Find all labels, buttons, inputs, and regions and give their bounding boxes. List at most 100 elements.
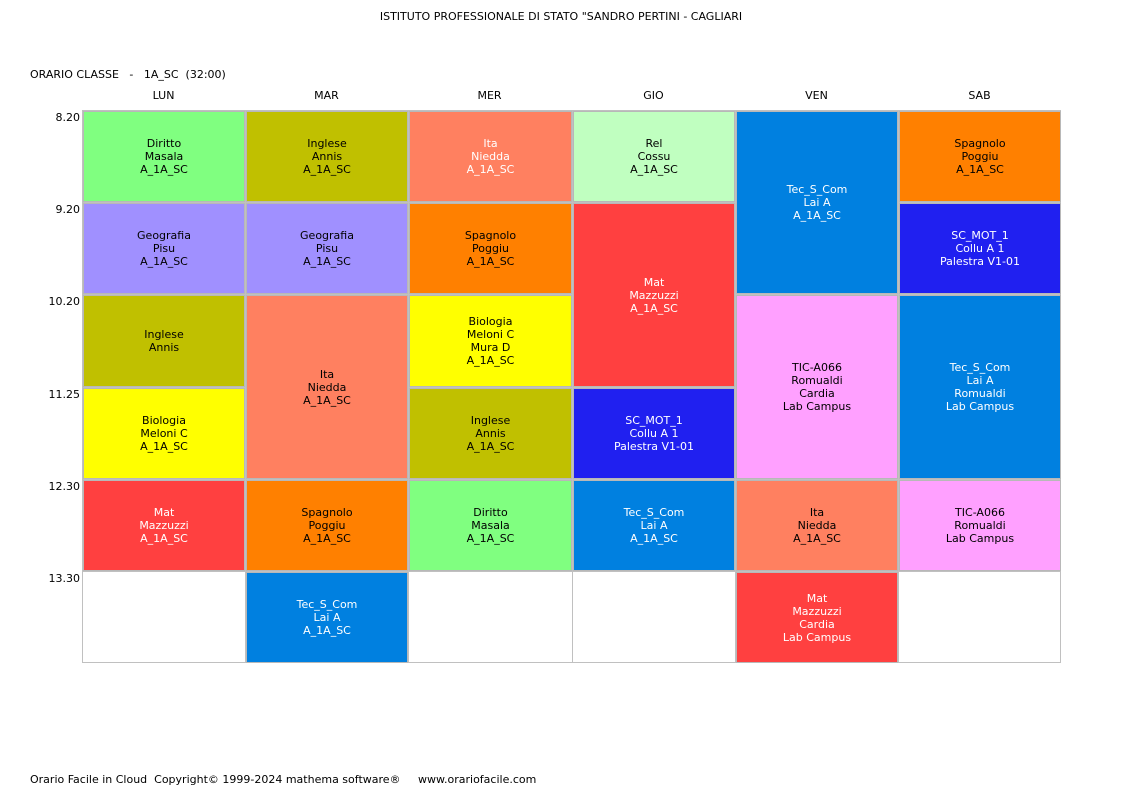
lesson-subject: Spagnolo [301, 506, 353, 519]
lesson-detail: Lab Campus [945, 400, 1015, 413]
lesson-subject: Ita [809, 506, 825, 519]
day-header-sab: SAB [968, 89, 991, 102]
lesson-detail: A_1A_SC [140, 532, 188, 545]
grid-row-divider [82, 571, 1061, 572]
lesson-detail: Meloni C [466, 328, 515, 341]
lesson-detail: Romualdi [791, 374, 843, 387]
lesson-cell[interactable]: SC_MOT_1 Collu A 1 Palestra V1-01 [573, 388, 735, 479]
lesson-cell[interactable]: Mat Mazzuzzi Cardia Lab Campus [736, 572, 898, 663]
lesson-subject: Mat [643, 275, 665, 289]
lesson-subject: Geografia [300, 229, 354, 242]
lesson-cell[interactable]: Ita Niedda A_1A_SC [246, 295, 408, 479]
lesson-cell[interactable]: Spagnolo Poggiu A_1A_SC [409, 203, 572, 294]
lesson-subject: Diritto [473, 506, 508, 519]
lesson-cell[interactable]: Inglese Annis A_1A_SC [409, 388, 572, 479]
lesson-detail: Pisu [152, 242, 176, 255]
lesson-subject: Diritto [146, 137, 182, 150]
lesson-detail: Niedda [307, 380, 347, 394]
lesson-cell[interactable]: SC_MOT_1 Collu A 1 Palestra V1-01 [899, 203, 1061, 294]
lesson-detail: A_1A_SC [466, 255, 515, 268]
lesson-cell[interactable]: Ita Niedda A_1A_SC [736, 480, 898, 571]
day-header-mar: MAR [314, 89, 339, 102]
grid-row-divider [82, 479, 1061, 480]
lesson-cell[interactable]: Ita Niedda A_1A_SC [409, 111, 572, 202]
lesson-detail: Lai A [313, 611, 341, 624]
grid-column-divider [735, 110, 736, 663]
lesson-subject: Tec_S_Com [949, 361, 1011, 374]
grid-column-divider [245, 110, 246, 663]
lesson-detail: Lai A [966, 374, 994, 387]
lesson-detail: A_1A_SC [303, 393, 351, 407]
lesson-subject: Spagnolo [464, 229, 517, 242]
lesson-subject: TIC-A066 [955, 506, 1005, 519]
lesson-subject: Inglese [470, 414, 511, 427]
lesson-subject: Mat [153, 506, 175, 519]
lesson-cell[interactable]: Diritto Masala A_1A_SC [409, 480, 572, 571]
lesson-detail: Lai A [640, 519, 668, 532]
lesson-detail: Annis [311, 150, 343, 163]
lesson-cell[interactable]: Biologia Meloni C A_1A_SC [83, 388, 245, 479]
lesson-cell[interactable]: Rel Cossu A_1A_SC [573, 111, 735, 202]
lesson-cell[interactable]: Tec_S_Com Lai A A_1A_SC [736, 111, 898, 294]
lesson-cell[interactable]: Tec_S_Com Lai A Romualdi Lab Campus [899, 295, 1061, 479]
lesson-cell[interactable]: Inglese Annis [83, 295, 245, 387]
time-label: 9.20 [55, 203, 81, 216]
lesson-detail: Meloni C [140, 427, 188, 440]
lesson-cell[interactable]: Tec_S_Com Lai A A_1A_SC [573, 480, 735, 571]
lesson-detail: A_1A_SC [303, 532, 351, 545]
time-label: 10.20 [48, 295, 81, 308]
lesson-detail: Lai A [803, 196, 831, 209]
lesson-detail: Mazzuzzi [792, 604, 842, 618]
lesson-detail: Masala [144, 150, 184, 163]
lesson-detail: Niedda [471, 150, 510, 163]
lesson-detail: Poggiu [472, 242, 509, 255]
lesson-detail: A_1A_SC [140, 163, 188, 176]
lesson-subject: Geografia [137, 229, 191, 242]
grid-column-divider [408, 110, 409, 663]
time-label: 11.25 [48, 388, 81, 401]
day-header-gio: GIO [643, 89, 664, 102]
grid-row-divider [82, 294, 1061, 295]
lesson-detail: A_1A_SC [140, 440, 188, 453]
lesson-detail: A_1A_SC [140, 255, 188, 268]
lesson-detail: Romualdi [954, 387, 1006, 400]
lesson-cell[interactable]: Diritto Masala A_1A_SC [83, 111, 245, 202]
lesson-subject: Spagnolo [954, 137, 1006, 150]
lesson-cell[interactable]: Mat Mazzuzzi A_1A_SC [83, 480, 245, 571]
lesson-subject: Ita [483, 137, 498, 150]
class-title: ORARIO CLASSE - 1A_SC (32:00) [30, 68, 226, 81]
lesson-cell[interactable]: Spagnolo Poggiu A_1A_SC [246, 480, 408, 571]
grid-row-divider [82, 202, 1061, 203]
day-header-lun: LUN [152, 89, 175, 102]
lesson-detail: A_1A_SC [303, 624, 351, 637]
lesson-detail: A_1A_SC [956, 163, 1004, 176]
lesson-detail: A_1A_SC [466, 532, 515, 545]
lesson-cell[interactable]: Geografia Pisu A_1A_SC [83, 203, 245, 294]
lesson-detail: A_1A_SC [630, 532, 678, 545]
lesson-detail: A_1A_SC [793, 209, 841, 222]
lesson-detail: A_1A_SC [466, 163, 515, 176]
lesson-detail: Collu A 1 [629, 427, 679, 440]
lesson-subject: Tec_S_Com [296, 598, 358, 611]
lesson-cell[interactable]: Spagnolo Poggiu A_1A_SC [899, 111, 1061, 202]
lesson-cell[interactable]: Tec_S_Com Lai A A_1A_SC [246, 572, 408, 663]
lesson-detail: A_1A_SC [630, 163, 678, 176]
time-label: 13.30 [48, 572, 81, 585]
lesson-cell[interactable]: Geografia Pisu A_1A_SC [246, 203, 408, 294]
time-label: 8.20 [55, 111, 81, 124]
lesson-cell[interactable]: TIC-A066 Romualdi Lab Campus [899, 480, 1061, 571]
grid-column-divider [898, 110, 899, 663]
lesson-cell[interactable]: Mat Mazzuzzi A_1A_SC [573, 203, 735, 387]
lesson-cell[interactable]: TIC-A066 Romualdi Cardia Lab Campus [736, 295, 898, 479]
lesson-cell[interactable]: Biologia Meloni C Mura D A_1A_SC [409, 295, 572, 387]
lesson-detail: Masala [471, 519, 510, 532]
lesson-detail: Cardia [799, 617, 835, 631]
lesson-detail: A_1A_SC [303, 255, 351, 268]
lesson-detail: Poggiu [961, 150, 999, 163]
lesson-detail: A_1A_SC [466, 440, 515, 453]
lesson-detail: Palestra V1-01 [614, 440, 694, 453]
lesson-detail: Lab Campus [782, 400, 852, 413]
lesson-detail: Pisu [315, 242, 339, 255]
lesson-cell[interactable]: Inglese Annis A_1A_SC [246, 111, 408, 202]
grid-row-divider [82, 387, 1061, 388]
